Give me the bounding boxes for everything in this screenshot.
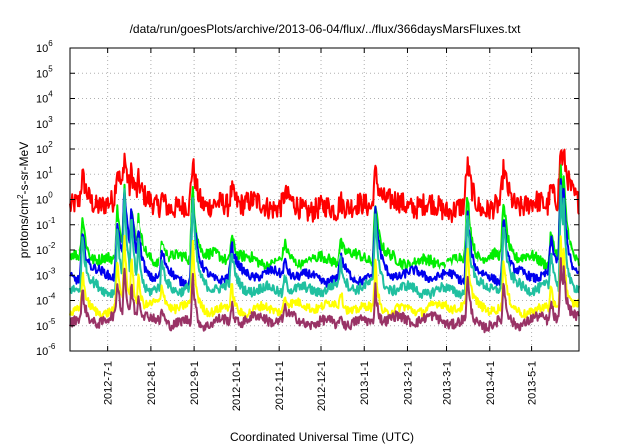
y-tick-label: 106: [36, 39, 53, 55]
series-line: [69, 164, 580, 272]
series-line: [69, 234, 580, 320]
x-tick-label: 2013-2-1: [402, 361, 414, 405]
y-tick-exponent: -1: [48, 216, 56, 225]
axis-ticks: [70, 47, 579, 352]
y-tick-label: 100: [36, 191, 53, 207]
chart-title: /data/run/goesPlots/archive/2013-06-04/f…: [130, 22, 522, 36]
x-tick-label: 2013-1-1: [359, 361, 371, 405]
x-tick-label: 2012-9-1: [189, 361, 201, 405]
y-tick-exponent: -3: [48, 266, 56, 275]
series-line: [69, 178, 580, 288]
x-tick-label: 2013-4-1: [485, 361, 497, 405]
y-tick-label: 10-2: [36, 241, 56, 257]
y-tick-label: 105: [36, 64, 53, 80]
y-tick-exponent: 0: [48, 191, 53, 200]
y-tick-exponent: -5: [48, 317, 56, 326]
y-tick-exponent: -4: [48, 292, 56, 301]
x-tick-label: 2012-10-1: [231, 361, 243, 411]
y-tick-base: 10: [36, 346, 48, 358]
y-tick-base: 10: [36, 296, 48, 308]
x-tick-label: 2012-11-1: [274, 361, 286, 410]
y-tick-label: 10-6: [36, 342, 56, 358]
y-tick-label: 104: [36, 90, 53, 106]
series-line: [69, 148, 580, 224]
y-axis-label-sup: 2: [16, 194, 25, 199]
y-tick-label: 102: [36, 140, 53, 156]
y-tick-label: 103: [36, 115, 53, 131]
y-tick-base: 10: [36, 68, 48, 80]
y-axis-label-rest: -s-sr-MeV: [17, 142, 31, 195]
y-tick-exponent: -6: [48, 342, 56, 351]
x-tick-label: 2012-7-1: [103, 361, 115, 405]
x-tick-label: 2013-5-1: [527, 361, 539, 405]
series-line: [69, 184, 580, 300]
series-line: [69, 257, 580, 334]
y-tick-base: 10: [36, 195, 48, 207]
y-tick-base: 10: [36, 94, 48, 106]
y-tick-base: 10: [36, 119, 48, 131]
y-axis-label-base: protons/cm: [17, 199, 31, 258]
y-tick-exponent: 4: [48, 90, 53, 99]
x-tick-labels: 2012-7-1 2012-8-1 2012-9-1 2012-10-1 2012-11…: [103, 361, 539, 411]
x-tick-label: 2012-12-1: [316, 361, 328, 411]
y-tick-label: 10-4: [36, 292, 56, 308]
y-tick-base: 10: [36, 245, 48, 257]
y-tick-exponent: 1: [48, 165, 53, 174]
y-tick-base: 10: [36, 270, 48, 282]
y-tick-exponent: -2: [48, 241, 56, 250]
y-tick-exponent: 6: [48, 39, 53, 48]
x-tick-label: 2012-8-1: [146, 361, 158, 405]
y-tick-label: 101: [36, 165, 53, 181]
y-tick-base: 10: [36, 43, 48, 55]
x-tick-label: 2013-3-1: [442, 361, 454, 405]
y-tick-exponent: 5: [48, 64, 53, 73]
y-tick-label: 10-3: [36, 266, 56, 282]
y-tick-exponent: 3: [48, 115, 53, 124]
y-tick-labels: 10-610-510-410-310-210-11001011021031041…: [36, 39, 56, 358]
y-tick-label: 10-5: [36, 317, 56, 333]
series-layer: [69, 148, 580, 334]
series-line: [69, 184, 580, 283]
y-tick-base: 10: [36, 144, 48, 156]
y-tick-base: 10: [36, 220, 48, 232]
y-axis-label: protons/cm2-s-sr-MeV: [16, 142, 31, 258]
y-tick-label: 10-1: [36, 216, 56, 232]
y-tick-base: 10: [36, 321, 48, 333]
y-tick-base: 10: [36, 169, 48, 181]
x-axis-label: Coordinated Universal Time (UTC): [230, 430, 414, 444]
y-tick-exponent: 2: [48, 140, 53, 149]
